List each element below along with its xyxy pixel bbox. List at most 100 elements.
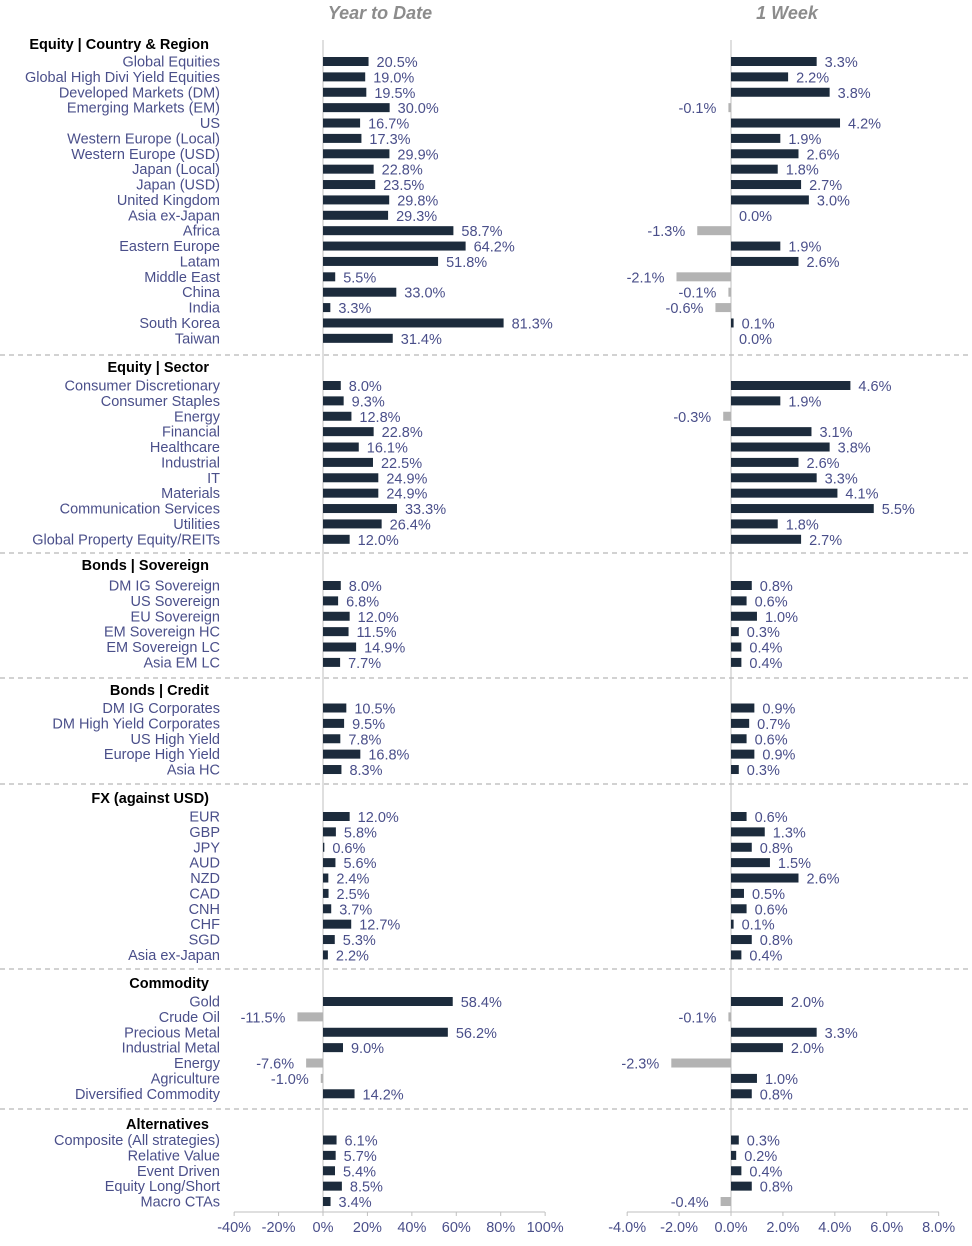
bar-ytd (297, 1012, 323, 1022)
value-label-ytd: 6.1% (345, 1134, 378, 1150)
group-header: Alternatives (126, 1117, 209, 1133)
bar-wk (731, 241, 781, 251)
bar-ytd (323, 256, 439, 266)
value-label-ytd: 9.0% (351, 1041, 384, 1057)
row-label: United Kingdom (117, 193, 220, 209)
value-label-wk: 1.9% (788, 132, 821, 148)
row-label: Energy (174, 1056, 221, 1072)
row-label: IT (207, 471, 220, 487)
bar-wk (728, 103, 731, 113)
bar-ytd (323, 87, 367, 97)
row-label: Communication Services (60, 502, 220, 518)
bar-ytd (323, 919, 352, 929)
value-label-wk: 3.8% (838, 441, 871, 457)
row-label: China (182, 285, 221, 301)
value-label-ytd: 31.4% (401, 332, 442, 348)
value-label-wk: 2.6% (806, 147, 839, 163)
bar-ytd (323, 103, 390, 113)
value-label-ytd: 3.7% (339, 902, 372, 918)
value-label-ytd: 22.8% (382, 425, 423, 441)
row-label: Equity Long/Short (105, 1179, 220, 1195)
value-label-ytd: 3.3% (338, 301, 371, 317)
tick-label: 4.0% (818, 1220, 851, 1236)
value-label-ytd: 33.0% (404, 286, 445, 302)
row-label: Western Europe (USD) (71, 147, 220, 163)
bar-wk (731, 396, 781, 406)
value-label-ytd: 12.8% (359, 410, 400, 426)
bar-ytd (323, 318, 504, 328)
bar-ytd (323, 133, 362, 143)
row-label: CHF (190, 917, 220, 933)
value-label-wk: 2.6% (806, 255, 839, 271)
group-header: Bonds | Sovereign (82, 558, 209, 574)
panel-title-0: Year to Date (328, 3, 432, 23)
bar-ytd (323, 488, 379, 498)
bar-ytd (323, 950, 328, 960)
bar-ytd (323, 226, 454, 236)
value-label-ytd: 16.8% (368, 748, 409, 764)
row-label: DM IG Corporates (102, 701, 220, 717)
bar-ytd (323, 812, 350, 821)
row-label: DM High Yield Corporates (52, 716, 220, 732)
value-label-wk: -2.1% (627, 270, 665, 286)
row-label: Emerging Markets (EM) (67, 101, 220, 117)
bar-ytd (323, 164, 374, 174)
row-label: Gold (189, 995, 220, 1011)
row-label: JPY (193, 840, 220, 856)
value-label-wk: 0.8% (760, 579, 793, 595)
value-label-wk: 2.0% (791, 995, 824, 1011)
bar-wk (731, 611, 757, 621)
bar-ytd (323, 381, 341, 390)
value-label-ytd: 51.8% (446, 255, 487, 271)
bar-wk (731, 596, 747, 606)
row-label: EM Sovereign HC (104, 625, 220, 641)
value-label-wk: 0.9% (762, 748, 795, 764)
row-label: Asia ex-Japan (128, 948, 220, 964)
row-label: India (189, 301, 221, 317)
bar-wk (671, 1058, 731, 1068)
bar-wk (731, 1135, 739, 1145)
row-label: NZD (190, 871, 220, 887)
bar-ytd (323, 180, 376, 190)
bar-wk (731, 504, 874, 514)
bar-wk (731, 1181, 752, 1191)
tick-label: 100% (527, 1220, 564, 1236)
bar-wk (731, 581, 752, 590)
value-label-ytd: 24.9% (386, 471, 427, 487)
value-label-ytd: 29.9% (397, 147, 438, 163)
bar-ytd (323, 657, 341, 667)
value-label-ytd: 7.8% (348, 732, 381, 748)
bar-wk (731, 57, 817, 66)
value-label-wk: 0.8% (760, 841, 793, 857)
bar-ytd (323, 904, 332, 914)
value-label-ytd: 58.7% (461, 224, 502, 240)
value-label-wk: 0.6% (755, 594, 788, 610)
value-label-ytd: 17.3% (369, 132, 410, 148)
value-label-ytd: 5.4% (343, 1164, 376, 1180)
value-label-wk: 1.8% (786, 517, 819, 533)
tick-label: 60% (442, 1220, 471, 1236)
bar-ytd (323, 1089, 355, 1099)
bar-wk (720, 1197, 731, 1207)
bar-wk (731, 195, 809, 205)
row-label: DM IG Sovereign (109, 579, 220, 595)
value-label-wk: -1.3% (647, 224, 685, 240)
bar-wk (731, 718, 750, 728)
value-label-wk: 1.0% (765, 610, 798, 626)
bar-ytd (323, 1197, 331, 1207)
value-label-wk: 0.6% (755, 732, 788, 748)
bar-wk (731, 1089, 752, 1099)
bar-ytd (323, 888, 329, 898)
value-label-ytd: 5.8% (344, 825, 377, 841)
row-label: Global High Divi Yield Equities (25, 70, 220, 86)
value-label-ytd: -1.0% (271, 1072, 309, 1088)
value-label-ytd: 3.4% (339, 1195, 372, 1211)
value-label-wk: 0.8% (760, 1180, 793, 1196)
bar-ytd (323, 749, 361, 759)
value-label-ytd: 26.4% (390, 517, 431, 533)
value-label-wk: 3.8% (838, 86, 871, 102)
value-label-ytd: 19.5% (374, 86, 415, 102)
row-label: Global Property Equity/REITs (32, 532, 220, 548)
value-label-ytd: 14.9% (364, 641, 405, 657)
